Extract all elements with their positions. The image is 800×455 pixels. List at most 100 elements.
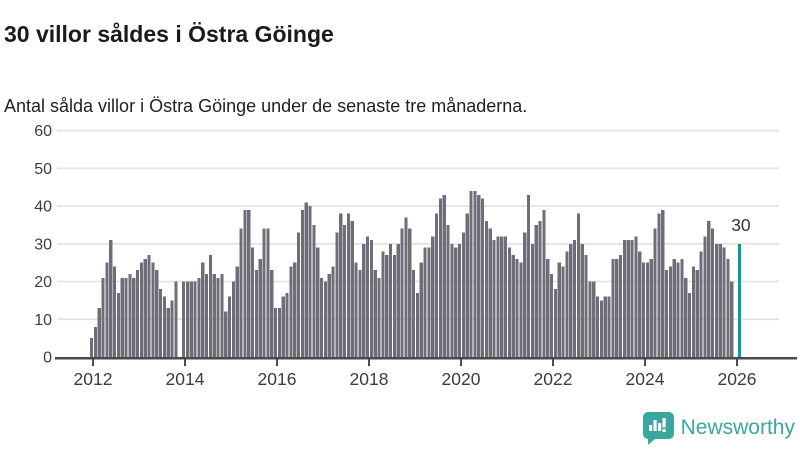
bar	[297, 232, 301, 357]
bar	[550, 273, 554, 357]
bar	[224, 311, 228, 357]
bar	[703, 236, 707, 357]
bar	[377, 277, 381, 357]
bar	[427, 247, 431, 357]
bar	[93, 326, 97, 357]
bar	[431, 236, 435, 357]
bar	[557, 262, 561, 357]
bar	[139, 262, 143, 357]
bar	[262, 228, 266, 357]
bar	[603, 296, 607, 357]
bar	[304, 202, 308, 357]
bar	[155, 270, 159, 357]
bar	[151, 262, 155, 357]
bar	[458, 243, 462, 357]
bar	[358, 270, 362, 357]
bar	[653, 228, 657, 357]
bar	[404, 217, 408, 357]
newsworthy-logo-icon	[642, 412, 674, 445]
bar	[182, 281, 186, 357]
bar	[435, 213, 439, 357]
bar	[316, 247, 320, 357]
x-axis-tick-label: 2020	[442, 369, 481, 389]
bar	[400, 228, 404, 357]
y-axis-tick-label: 0	[43, 350, 52, 367]
y-axis-tick-label: 20	[34, 274, 52, 291]
bar	[446, 224, 450, 357]
bar	[519, 262, 523, 357]
bar	[281, 296, 285, 357]
bar	[707, 221, 711, 357]
bar	[354, 262, 358, 357]
bar	[366, 236, 370, 357]
bar	[170, 300, 174, 357]
bar	[584, 255, 588, 357]
bar	[661, 209, 665, 357]
bar	[289, 266, 293, 357]
bar	[97, 307, 101, 357]
bar	[699, 251, 703, 357]
bar	[492, 240, 496, 357]
bar	[132, 277, 136, 357]
bar	[507, 247, 511, 357]
bar	[254, 270, 258, 357]
bar	[258, 258, 262, 357]
bar	[504, 236, 508, 357]
bar	[205, 273, 209, 357]
bar	[527, 194, 531, 357]
bar	[588, 281, 592, 357]
bar	[695, 270, 699, 357]
bar	[684, 277, 688, 357]
bar	[592, 281, 596, 357]
bar	[680, 258, 684, 357]
bar	[350, 221, 354, 357]
bar	[722, 247, 726, 357]
bar	[423, 247, 427, 357]
bar	[327, 273, 331, 357]
bar	[369, 240, 373, 357]
bar	[454, 247, 458, 357]
y-axis-tick-label: 10	[34, 312, 52, 329]
page-title: 30 villor såldes i Östra Göinge	[4, 21, 334, 48]
bar	[477, 194, 481, 357]
bar	[714, 243, 718, 357]
bar	[642, 262, 646, 357]
bar	[109, 240, 113, 357]
bar	[730, 281, 734, 357]
bar	[534, 224, 538, 357]
bar	[335, 232, 339, 357]
bar	[607, 296, 611, 357]
bar	[243, 209, 247, 357]
bar	[500, 236, 504, 357]
bar	[392, 255, 396, 357]
bar	[277, 307, 281, 357]
bar	[124, 277, 128, 357]
bar	[228, 296, 232, 357]
bar	[619, 255, 623, 357]
bar	[538, 221, 542, 357]
bar	[569, 243, 573, 357]
bar	[323, 281, 327, 357]
bar	[596, 296, 600, 357]
bar	[385, 255, 389, 357]
bar	[530, 243, 534, 357]
bar	[185, 281, 189, 357]
bar	[657, 213, 661, 357]
highlight-value-label: 30	[731, 215, 751, 235]
bar	[239, 228, 243, 357]
x-axis-tick-label: 2022	[534, 369, 573, 389]
bar	[626, 240, 630, 357]
bar	[113, 266, 117, 357]
bar	[381, 251, 385, 357]
bar	[174, 281, 178, 357]
bar	[419, 262, 423, 357]
bar	[159, 289, 163, 357]
bar	[251, 247, 255, 357]
bar	[120, 277, 124, 357]
bar	[438, 198, 442, 357]
bar	[193, 281, 197, 357]
bar	[346, 213, 350, 357]
bar	[343, 224, 347, 357]
y-axis-tick-label: 50	[34, 161, 52, 178]
